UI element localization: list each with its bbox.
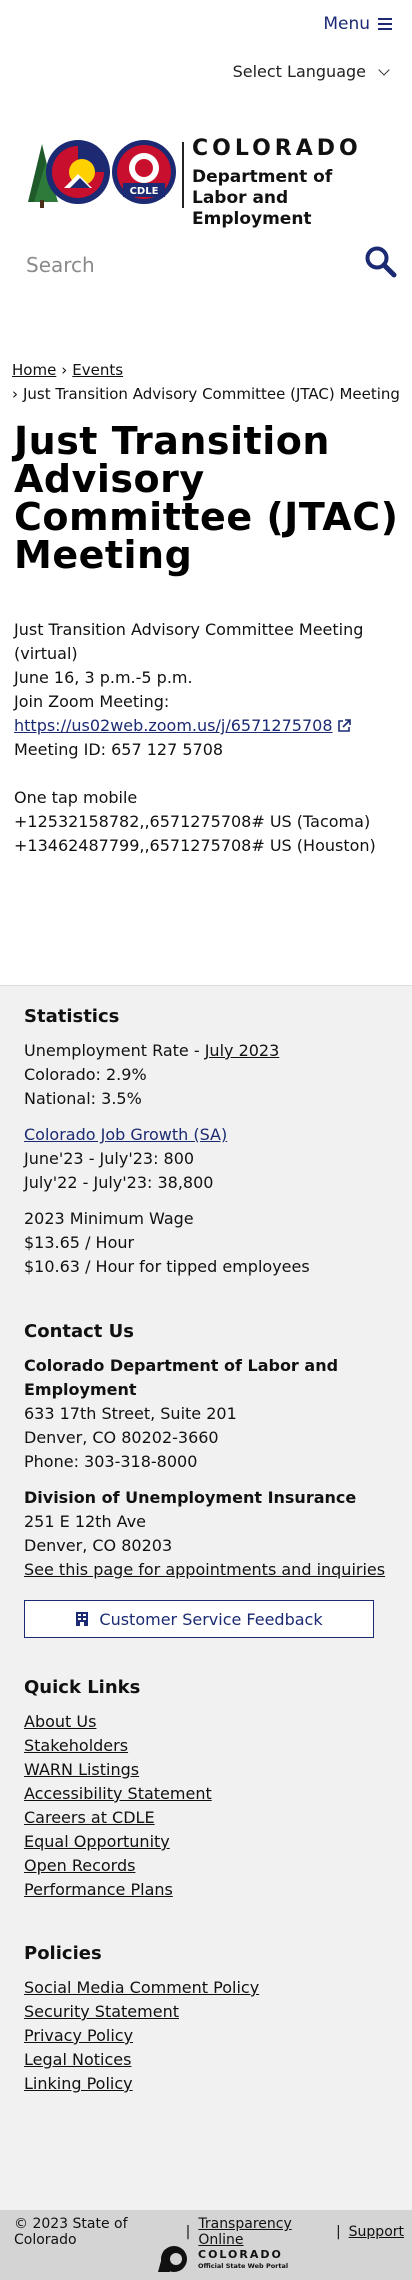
logo-divider bbox=[182, 142, 184, 208]
tap-number-2: +13462487799,,6571275708# US (Houston) bbox=[14, 836, 376, 855]
search-button[interactable] bbox=[364, 245, 398, 279]
policies-heading: Policies bbox=[24, 1943, 102, 1964]
policy-legal-notices[interactable]: Legal Notices bbox=[24, 2050, 132, 2069]
contact-heading: Contact Us bbox=[24, 1321, 135, 1342]
quick-link-open-records[interactable]: Open Records bbox=[24, 1856, 136, 1875]
search-icon bbox=[365, 246, 397, 278]
zoom-link[interactable]: https://us02web.zoom.us/j/6571275708 bbox=[14, 716, 333, 735]
portal-title: COLORADO bbox=[198, 2248, 283, 2261]
breadcrumb-current: Just Transition Advisory Committee (JTAC… bbox=[23, 385, 400, 403]
quick-links-heading: Quick Links bbox=[24, 1677, 141, 1698]
policies-section: Policies Social Media Comment Policy Sec… bbox=[24, 1942, 394, 2096]
min-wage-label: 2023 Minimum Wage bbox=[24, 1209, 194, 1228]
org2-address2: Denver, CO 80203 bbox=[24, 1536, 173, 1555]
policy-security[interactable]: Security Statement bbox=[24, 2002, 179, 2021]
quick-link-performance-plans[interactable]: Performance Plans bbox=[24, 1880, 173, 1899]
hamburger-icon bbox=[378, 18, 392, 30]
quick-link-stakeholders[interactable]: Stakeholders bbox=[24, 1736, 129, 1755]
portal-subtitle: Official State Web Portal bbox=[198, 2262, 289, 2270]
quick-link-accessibility[interactable]: Accessibility Statement bbox=[24, 1784, 212, 1803]
meeting-id: Meeting ID: 657 127 5708 bbox=[14, 740, 224, 759]
growth-monthly: June'23 - July'23: 800 bbox=[24, 1149, 195, 1168]
job-growth-link[interactable]: Colorado Job Growth (SA) bbox=[24, 1125, 228, 1144]
national-rate: National: 3.5% bbox=[24, 1089, 142, 1108]
colorado-portal-icon bbox=[158, 2246, 187, 2272]
support-link[interactable]: Support bbox=[348, 2224, 404, 2240]
org1-phone: Phone: 303-318-8000 bbox=[24, 1452, 198, 1471]
tap-number-1: +12532158782,,6571275708# US (Tacoma) bbox=[14, 812, 371, 831]
seal-text: CDLE bbox=[130, 186, 159, 197]
quick-link-about-us[interactable]: About Us bbox=[24, 1712, 97, 1731]
search-bar bbox=[26, 245, 398, 285]
cdle-logo[interactable]: CDLE COLORADO Department of Labor and Em… bbox=[22, 136, 394, 229]
breadcrumb-events[interactable]: Events bbox=[72, 361, 124, 379]
page-title: Just Transition Advisory Committee (JTAC… bbox=[14, 419, 399, 577]
customer-service-feedback-button[interactable]: Customer Service Feedback bbox=[24, 1600, 374, 1638]
quick-links-section: Quick Links About Us Stakeholders WARN L… bbox=[24, 1676, 394, 1902]
language-select[interactable]: Select Language bbox=[232, 62, 390, 81]
policy-social-media[interactable]: Social Media Comment Policy bbox=[24, 1978, 260, 1997]
zoom-details: Join Zoom Meeting: https://us02web.zoom.… bbox=[14, 690, 404, 762]
colorado-rate: Colorado: 2.9% bbox=[24, 1065, 147, 1084]
state-portal-logo[interactable]: COLORADO Official State Web Portal bbox=[154, 2244, 294, 2274]
event-time: June 16, 3 p.m.-5 p.m. bbox=[14, 668, 193, 687]
policy-privacy[interactable]: Privacy Policy bbox=[24, 2026, 134, 2045]
statistics-section: Statistics Unemployment Rate - July 2023… bbox=[24, 1005, 394, 1279]
unemployment-link[interactable]: July 2023 bbox=[204, 1041, 280, 1060]
growth-yearly: July'22 - July'23: 38,800 bbox=[24, 1173, 214, 1192]
min-wage: $13.65 / Hour bbox=[24, 1233, 135, 1252]
logo-dept-line2: Labor and Employment bbox=[192, 188, 312, 229]
language-label: Select Language bbox=[232, 62, 366, 81]
menu-label: Menu bbox=[323, 14, 370, 34]
top-bar: Menu bbox=[0, 0, 412, 50]
building-icon bbox=[76, 1612, 89, 1626]
breadcrumb-home[interactable]: Home bbox=[12, 361, 57, 379]
join-label: Join Zoom Meeting: bbox=[14, 692, 170, 711]
breadcrumb: Home › Events › Just Transition Advisory Co… bbox=[12, 358, 402, 406]
menu-button[interactable]: Menu bbox=[323, 14, 392, 34]
org2-name: Division of Unemployment Insurance bbox=[24, 1488, 357, 1507]
colorado-c-logo-icon: CDLE bbox=[28, 140, 176, 208]
logo-text: COLORADO Department of Labor and Employm… bbox=[192, 136, 394, 230]
event-name: Just Transition Advisory Committee Meeti… bbox=[14, 620, 364, 663]
search-input[interactable] bbox=[26, 250, 346, 280]
min-wage-tipped: $10.63 / Hour for tipped employees bbox=[24, 1257, 310, 1276]
unemployment-label: Unemployment Rate - bbox=[24, 1041, 205, 1060]
event-details: Just Transition Advisory Committee Meeti… bbox=[14, 618, 404, 690]
org1-address2: Denver, CO 80202-3660 bbox=[24, 1428, 219, 1447]
bottom-bar: © 2023 State of Colorado | Transparency … bbox=[0, 2210, 412, 2280]
one-tap-details: One tap mobile +12532158782,,6571275708#… bbox=[14, 786, 404, 858]
copyright: © 2023 State of Colorado bbox=[14, 2216, 128, 2248]
one-tap-label: One tap mobile bbox=[14, 788, 138, 807]
logo-state: COLORADO bbox=[192, 136, 362, 161]
contact-section: Contact Us Colorado Department of Labor … bbox=[24, 1320, 394, 1582]
org1-address1: 633 17th Street, Suite 201 bbox=[24, 1404, 237, 1423]
divider: | bbox=[185, 2224, 191, 2240]
quick-link-equal-opportunity[interactable]: Equal Opportunity bbox=[24, 1832, 170, 1851]
quick-link-careers[interactable]: Careers at CDLE bbox=[24, 1808, 155, 1827]
divider: | bbox=[335, 2224, 341, 2240]
transparency-link[interactable]: Transparency Online bbox=[198, 2216, 292, 2248]
appointments-link[interactable]: See this page for appointments and inqui… bbox=[24, 1560, 386, 1579]
policy-linking[interactable]: Linking Policy bbox=[24, 2074, 133, 2093]
feedback-button-label: Customer Service Feedback bbox=[99, 1609, 323, 1629]
chevron-down-icon bbox=[378, 63, 390, 76]
footer bbox=[0, 985, 412, 2210]
breadcrumb-separator: › bbox=[61, 361, 68, 379]
logo-dept-line1: Department of bbox=[192, 167, 333, 187]
org1-name-line1: Colorado Department of Labor and bbox=[24, 1356, 339, 1375]
org1-name-line2: Employment bbox=[24, 1380, 137, 1399]
statistics-heading: Statistics bbox=[24, 1006, 120, 1027]
external-link-icon bbox=[337, 719, 351, 732]
breadcrumb-separator: › bbox=[12, 385, 18, 403]
bottom-links: © 2023 State of Colorado | Transparency … bbox=[14, 2216, 404, 2248]
quick-link-warn-listings[interactable]: WARN Listings bbox=[24, 1760, 140, 1779]
org2-address1: 251 E 12th Ave bbox=[24, 1512, 146, 1531]
